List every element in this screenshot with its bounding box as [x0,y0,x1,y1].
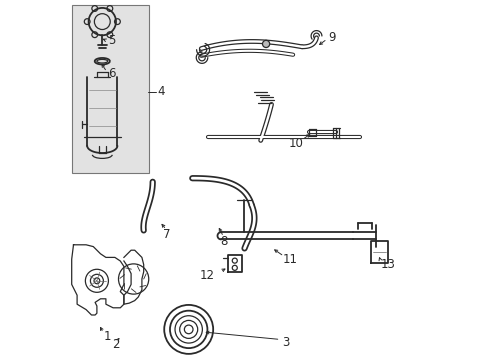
Circle shape [262,40,269,48]
Text: 1: 1 [103,330,111,343]
Text: 6: 6 [107,67,115,80]
Text: 2: 2 [112,338,120,351]
Text: 9: 9 [327,31,335,44]
Text: 10: 10 [288,137,303,150]
Circle shape [232,265,237,270]
Text: 12: 12 [200,269,215,282]
FancyBboxPatch shape [72,5,149,173]
Text: 5: 5 [107,34,115,47]
Text: 3: 3 [282,336,289,349]
Text: 4: 4 [157,85,164,98]
Text: 13: 13 [380,258,395,271]
Text: 7: 7 [163,228,170,240]
Circle shape [232,258,237,263]
Text: 8: 8 [220,235,227,248]
Text: 11: 11 [283,253,297,266]
